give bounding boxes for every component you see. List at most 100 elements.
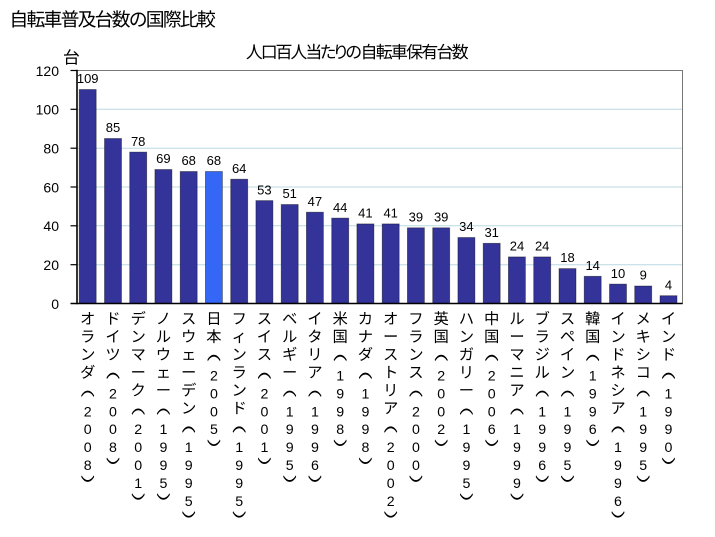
svg-text:1: 1 [286, 404, 294, 420]
svg-text:0: 0 [109, 404, 117, 420]
svg-text:9: 9 [159, 458, 167, 474]
svg-text:9: 9 [538, 440, 546, 456]
svg-text:41: 41 [358, 206, 372, 221]
svg-text:53: 53 [257, 182, 271, 197]
svg-text:4: 4 [665, 277, 672, 292]
svg-text:2: 2 [210, 369, 218, 385]
svg-text:0: 0 [51, 296, 59, 312]
svg-text:31: 31 [484, 225, 498, 240]
svg-text:5: 5 [462, 476, 470, 492]
svg-text:24: 24 [535, 239, 549, 254]
svg-text:9: 9 [462, 440, 470, 456]
svg-text:0: 0 [387, 476, 395, 492]
svg-text:1: 1 [538, 404, 546, 420]
svg-text:1: 1 [235, 440, 243, 456]
svg-text:2: 2 [134, 422, 142, 438]
svg-text:6: 6 [311, 458, 319, 474]
svg-text:9: 9 [665, 422, 673, 438]
svg-text:18: 18 [560, 250, 574, 265]
svg-text:9: 9 [665, 404, 673, 420]
svg-text:80: 80 [43, 141, 59, 157]
svg-text:6: 6 [488, 422, 496, 438]
svg-text:100: 100 [36, 102, 60, 118]
svg-text:9: 9 [361, 422, 369, 438]
svg-text:9: 9 [614, 458, 622, 474]
svg-text:9: 9 [336, 386, 344, 402]
svg-text:1: 1 [564, 404, 572, 420]
svg-text:64: 64 [232, 161, 246, 176]
svg-text:9: 9 [639, 440, 647, 456]
svg-text:1: 1 [639, 404, 647, 420]
svg-text:9: 9 [235, 476, 243, 492]
svg-text:5: 5 [185, 494, 193, 510]
svg-text:2: 2 [437, 422, 445, 438]
svg-text:0: 0 [260, 422, 268, 438]
svg-text:1: 1 [665, 386, 673, 402]
svg-text:6: 6 [538, 458, 546, 474]
svg-text:5: 5 [159, 476, 167, 492]
svg-text:9: 9 [185, 458, 193, 474]
svg-text:9: 9 [311, 422, 319, 438]
svg-text:6: 6 [614, 494, 622, 510]
svg-text:9: 9 [462, 458, 470, 474]
svg-text:0: 0 [84, 440, 92, 456]
svg-text:9: 9 [640, 268, 647, 283]
svg-text:2: 2 [437, 369, 445, 385]
svg-text:20: 20 [43, 257, 59, 273]
svg-text:0: 0 [665, 440, 673, 456]
svg-text:9: 9 [286, 440, 294, 456]
svg-text:0: 0 [84, 422, 92, 438]
svg-text:1: 1 [513, 422, 521, 438]
svg-text:0: 0 [109, 422, 117, 438]
svg-text:0: 0 [437, 386, 445, 402]
svg-text:0: 0 [210, 386, 218, 402]
svg-text:0: 0 [134, 440, 142, 456]
svg-text:5: 5 [210, 422, 218, 438]
svg-text:40: 40 [43, 218, 59, 234]
svg-text:9: 9 [311, 440, 319, 456]
svg-text:9: 9 [564, 440, 572, 456]
svg-text:0: 0 [210, 404, 218, 420]
svg-text:24: 24 [510, 239, 524, 254]
svg-text:2: 2 [109, 386, 117, 402]
svg-text:9: 9 [639, 422, 647, 438]
svg-text:9: 9 [286, 422, 294, 438]
svg-text:5: 5 [235, 494, 243, 510]
svg-text:2: 2 [387, 440, 395, 456]
svg-text:14: 14 [585, 258, 599, 273]
svg-text:1: 1 [614, 440, 622, 456]
svg-text:60: 60 [43, 179, 59, 195]
svg-text:9: 9 [159, 440, 167, 456]
svg-text:8: 8 [84, 458, 92, 474]
svg-text:1: 1 [185, 440, 193, 456]
svg-text:8: 8 [336, 422, 344, 438]
svg-text:10: 10 [611, 266, 625, 281]
svg-text:109: 109 [77, 71, 99, 86]
svg-text:9: 9 [538, 422, 546, 438]
svg-text:9: 9 [513, 458, 521, 474]
svg-text:5: 5 [286, 458, 294, 474]
svg-text:0: 0 [260, 404, 268, 420]
svg-text:1: 1 [260, 440, 268, 456]
svg-text:5: 5 [639, 458, 647, 474]
svg-text:1: 1 [159, 422, 167, 438]
svg-text:8: 8 [109, 440, 117, 456]
svg-text:0: 0 [412, 440, 420, 456]
svg-text:0: 0 [134, 458, 142, 474]
svg-text:6: 6 [589, 422, 597, 438]
svg-text:39: 39 [409, 210, 423, 225]
svg-text:9: 9 [513, 440, 521, 456]
svg-text:5: 5 [564, 458, 572, 474]
svg-text:2: 2 [488, 369, 496, 385]
svg-text:0: 0 [437, 404, 445, 420]
svg-text:1: 1 [134, 476, 142, 492]
svg-text:2: 2 [387, 494, 395, 510]
svg-text:34: 34 [459, 219, 473, 234]
svg-text:1: 1 [589, 369, 597, 385]
svg-text:9: 9 [513, 476, 521, 492]
svg-text:120: 120 [36, 63, 60, 79]
svg-text:2: 2 [84, 404, 92, 420]
svg-text:9: 9 [589, 404, 597, 420]
svg-text:68: 68 [181, 153, 195, 168]
svg-text:68: 68 [207, 153, 221, 168]
